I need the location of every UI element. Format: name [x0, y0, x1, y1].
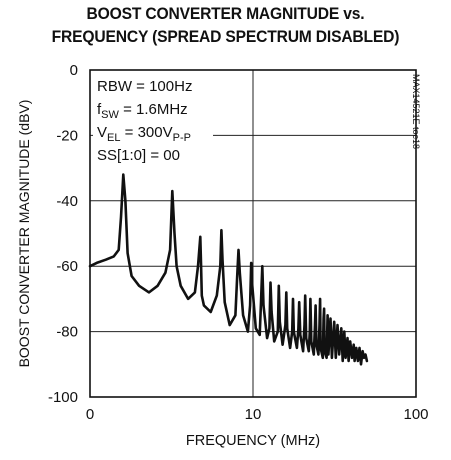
chart-title-line-2: FREQUENCY (SPREAD SPECTRUM DISABLED) [51, 27, 400, 46]
y-tick-label: -80 [56, 324, 78, 341]
x-tick-label: 10 [245, 406, 262, 423]
x-axis-label: FREQUENCY (MHz) [186, 433, 320, 449]
series-line-0 [88, 173, 369, 366]
x-tick-label: 0 [86, 406, 94, 423]
plot-frame [89, 69, 417, 398]
y-tick-label: -100 [48, 389, 78, 406]
annotation-block: RBW = 100Hz fSW = 1.6MHz VEL = 300VP-P SS[1… [97, 78, 192, 164]
watermark-label: MAX14521E toc18 [411, 74, 421, 149]
y-tick-label: -40 [56, 193, 78, 210]
chart-title-line-1: BOOST CONVERTER MAGNITUDE vs. [86, 4, 365, 23]
annotation-vel: VEL = 300VP-P [97, 124, 191, 144]
annotation-rbw: RBW = 100Hz [97, 78, 192, 95]
x-tick-label: 100 [403, 406, 428, 423]
annotation-background [93, 74, 213, 164]
y-axis-label: BOOST CONVERTER MAGNITUDE (dBV) [16, 100, 32, 368]
y-tick-label: -20 [56, 127, 78, 144]
annotation-fsw: fSW = 1.6MHz [97, 101, 188, 121]
y-tick-label: -60 [56, 258, 78, 275]
annotation-ss: SS[1:0] = 00 [97, 147, 180, 164]
y-tick-label: 0 [70, 62, 78, 79]
